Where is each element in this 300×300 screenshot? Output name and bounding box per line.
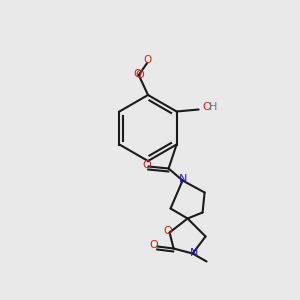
Text: O: O [149,241,158,250]
Text: O: O [135,70,144,80]
Text: O: O [163,226,172,236]
Text: O: O [142,160,151,170]
Text: N: N [178,175,187,184]
Text: N: N [189,248,198,259]
Text: H: H [208,101,217,112]
Text: O: O [202,101,211,112]
Text: O: O [143,55,152,65]
Text: O: O [134,69,142,79]
